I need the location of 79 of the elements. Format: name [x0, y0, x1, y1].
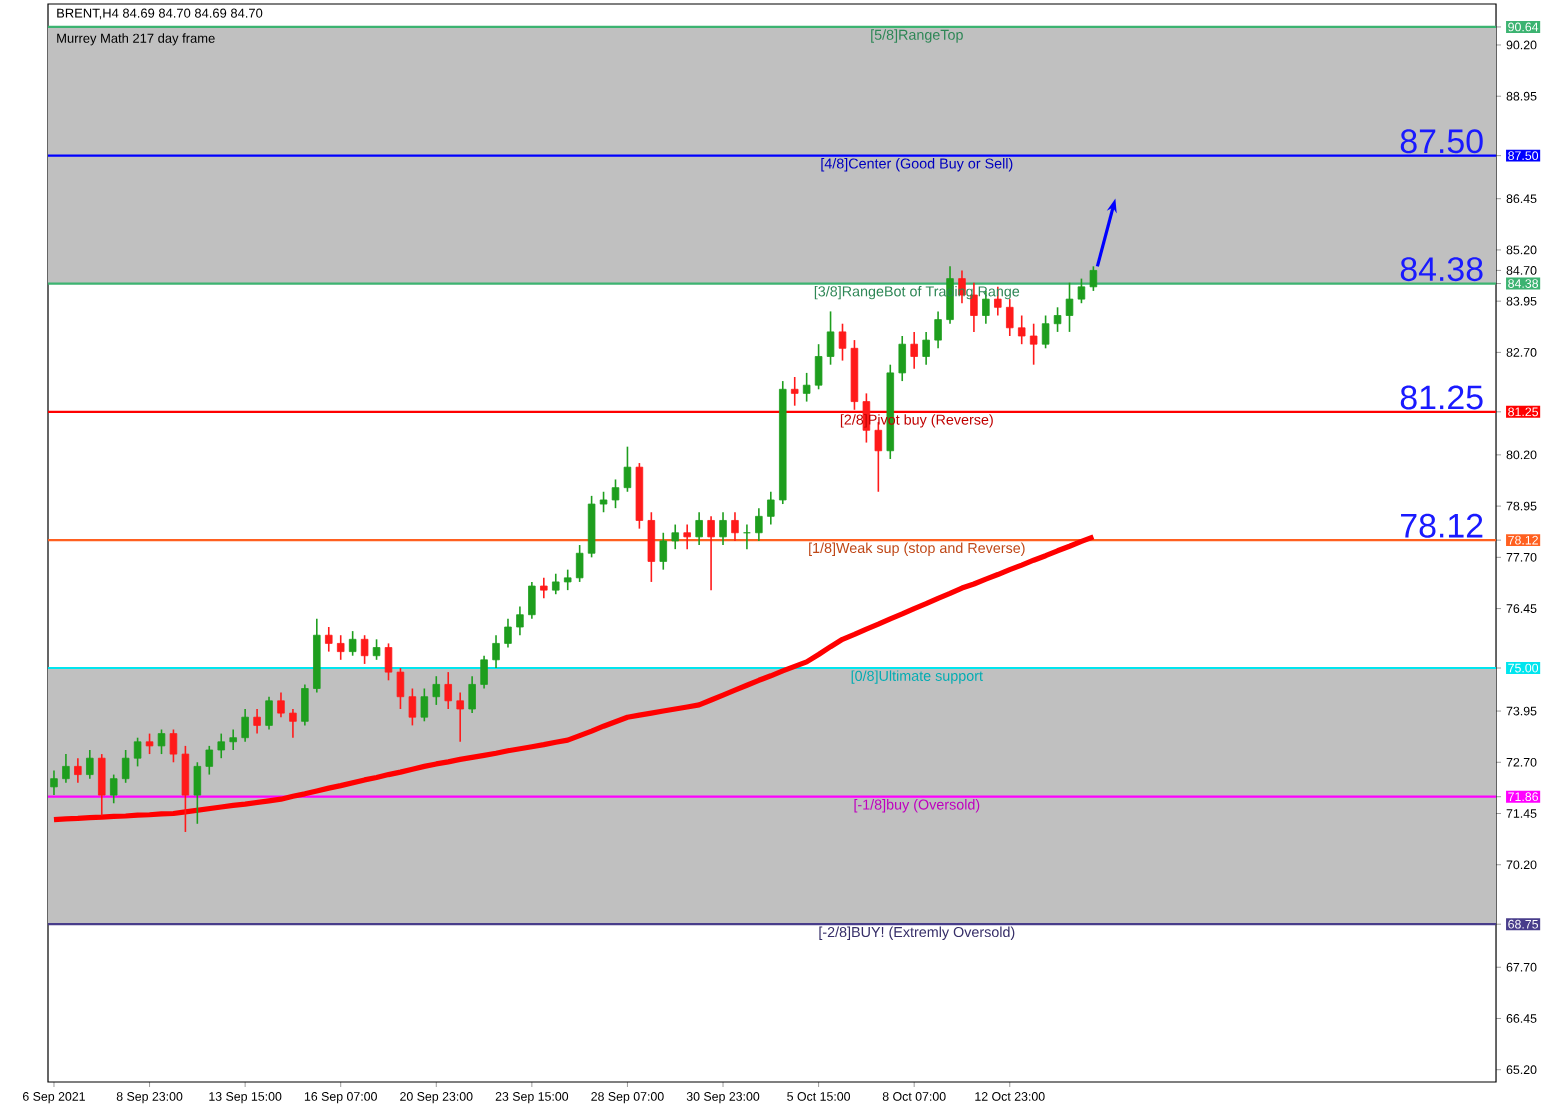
candlestick: [552, 572, 560, 596]
candlestick: [62, 753, 70, 784]
candlestick: [575, 544, 584, 583]
candlestick: [384, 642, 393, 682]
candlestick: [420, 687, 429, 723]
candlestick: [336, 634, 345, 661]
candlestick: [348, 630, 357, 657]
candlestick: [599, 490, 608, 514]
candlestick: [802, 372, 811, 403]
candlestick: [611, 478, 620, 509]
candlestick: [98, 753, 106, 817]
candlestick: [790, 376, 799, 407]
candlestick: [1029, 322, 1038, 366]
candlestick: [229, 728, 237, 751]
candlestick: [157, 728, 166, 755]
candlestick: [408, 687, 417, 727]
candlestick: [253, 708, 261, 735]
candlestick: [372, 638, 381, 661]
candlestick: [1077, 277, 1086, 305]
candlestick: [826, 310, 835, 366]
candlestick: [659, 531, 668, 571]
candlestick: [468, 675, 476, 714]
candlestick: [755, 507, 763, 542]
candlestick: [504, 618, 512, 649]
candlestick: [934, 310, 942, 350]
candlestick: [444, 671, 452, 710]
candlestick: [193, 761, 202, 825]
candlestick: [456, 691, 464, 743]
candlestick: [205, 745, 214, 776]
candlestick: [623, 445, 632, 493]
candlestick: [50, 769, 58, 796]
candlestick: [301, 683, 309, 727]
candlestick: [1089, 265, 1098, 292]
candlestick: [838, 322, 847, 362]
annotation: 78.12: [1401, 513, 1483, 538]
annotation: 84.38: [1400, 257, 1483, 282]
candlestick: [910, 331, 918, 370]
candlestick: [707, 515, 715, 591]
candlestick: [325, 626, 333, 653]
candlestick: [719, 511, 727, 546]
candlestick: [265, 695, 273, 731]
candlestick: [121, 749, 130, 784]
candlestick: [360, 634, 369, 665]
candlestick: [241, 708, 249, 743]
candlestick: [109, 773, 118, 805]
candlestick: [1017, 314, 1026, 345]
candlestick: [1041, 314, 1050, 350]
candlestick: [528, 581, 536, 620]
candlestick: [647, 511, 656, 583]
candlestick: [970, 281, 978, 333]
candlestick: [922, 331, 930, 366]
candlestick: [731, 511, 739, 542]
candlestick: [181, 745, 190, 833]
annotation: 87.50: [1400, 129, 1483, 154]
candlestick: [396, 667, 405, 710]
candlestick: [480, 654, 488, 690]
candlestick: [492, 634, 500, 669]
candlestick: [1065, 281, 1074, 333]
candlestick: [133, 736, 142, 768]
candlestick: [695, 511, 703, 546]
candlestick: [74, 757, 82, 784]
candlestick: [145, 732, 154, 755]
candlestick: [814, 343, 823, 391]
candlestick: [898, 335, 906, 382]
candlestick: [683, 523, 691, 550]
candlestick: [671, 523, 679, 550]
candlestick: [169, 728, 178, 764]
candlestick: [1006, 298, 1014, 337]
candlestick: [217, 732, 225, 759]
candlestick: [563, 568, 572, 591]
candlestick: [277, 691, 285, 718]
candlestick: [1053, 306, 1062, 333]
candlestick: [767, 490, 775, 526]
candlestick: [516, 605, 524, 637]
candlestick: [86, 749, 94, 780]
candlestick: [432, 675, 441, 706]
candlestick: [540, 577, 548, 600]
annotation: 81.25: [1400, 385, 1483, 410]
candlestick: [289, 708, 297, 739]
